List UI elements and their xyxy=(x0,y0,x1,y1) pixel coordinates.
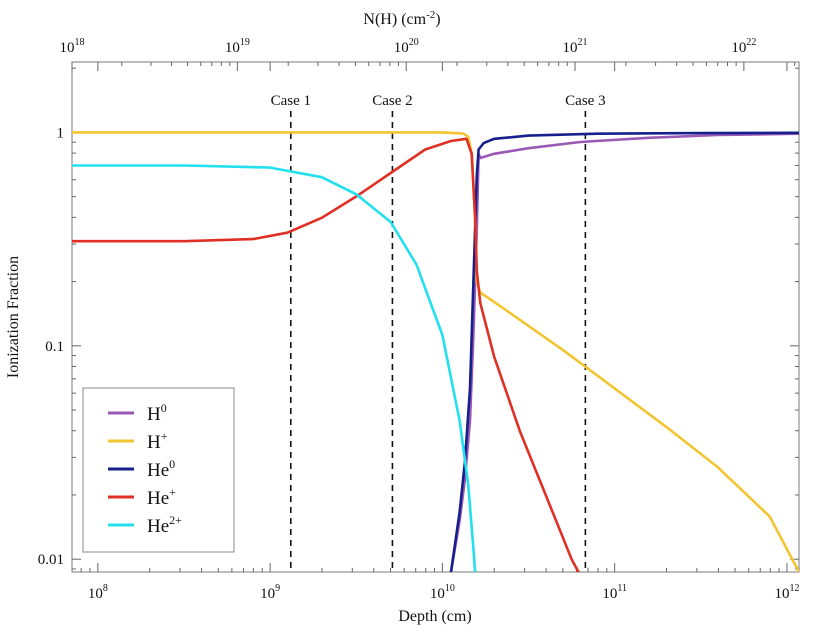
series-line-H0 xyxy=(449,132,799,572)
legend-label: He+ xyxy=(147,485,176,509)
series-line-He0 xyxy=(449,131,799,572)
series-curves xyxy=(72,131,799,572)
legend-label: H0 xyxy=(147,401,167,425)
y-tick-label: 0.1 xyxy=(45,339,64,355)
series-line-He2plus xyxy=(72,164,477,572)
x-tick-label: 1010 xyxy=(430,583,455,602)
x-tick-label: 1012 xyxy=(774,583,799,602)
y-tick-label: 1 xyxy=(57,125,65,141)
top-tick-label: 1022 xyxy=(731,37,756,56)
top-axis-title: N(H) (cm-2) xyxy=(363,9,440,28)
legend-label: H+ xyxy=(147,429,168,453)
y-tick-label: 0.01 xyxy=(38,552,64,568)
case-label: Case 3 xyxy=(565,93,605,109)
series-line-Heplus xyxy=(72,137,580,572)
x-tick-label: 109 xyxy=(260,583,280,602)
plot-area-frame xyxy=(71,61,800,573)
legend-label: He0 xyxy=(147,457,175,481)
x-axis-title: Depth (cm) xyxy=(398,608,471,625)
case-lines: Case 1 Case 2 Case 3 xyxy=(271,93,606,572)
x-tick-label: 1011 xyxy=(602,583,627,602)
axis-ticks: 108 109 1010 1011 1012 1018 1019 1020 1021 1022 0.… xyxy=(38,37,800,602)
top-tick-label: 1020 xyxy=(394,37,419,56)
top-tick-label: 1021 xyxy=(563,37,588,56)
top-tick-label: 1018 xyxy=(60,37,85,56)
x-tick-label: 108 xyxy=(88,583,108,602)
legend-label: He2+ xyxy=(147,513,182,537)
top-tick-label: 1019 xyxy=(225,37,250,56)
case-label: Case 2 xyxy=(372,93,412,109)
y-axis-title: Ionization Fraction xyxy=(5,256,22,378)
legend: H0 H+ He0 He+ He2+ xyxy=(82,387,235,553)
case-label: Case 1 xyxy=(271,93,311,109)
